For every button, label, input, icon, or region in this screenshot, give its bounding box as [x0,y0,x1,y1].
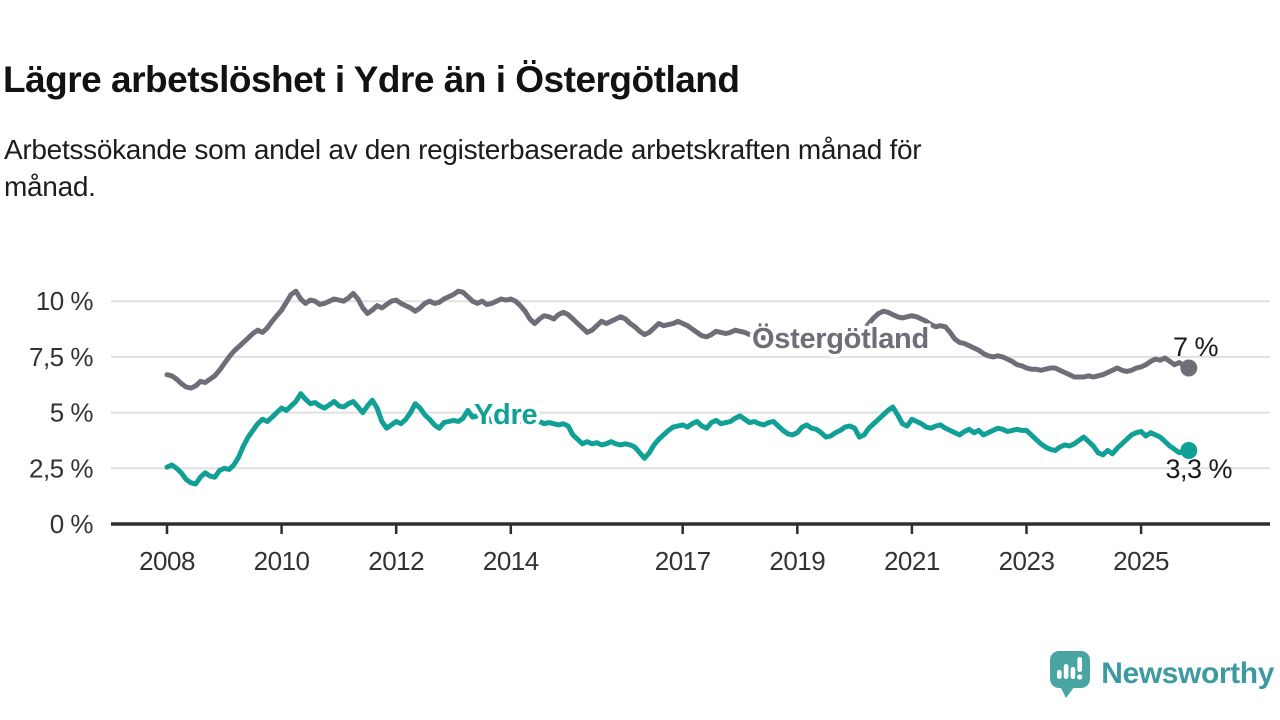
series-end-value-1: 3,3 % [1165,454,1232,484]
x-tick-label: 2014 [483,546,539,576]
series-label-0: Östergötland [752,322,929,355]
subtitle-line-2: månad. [4,171,96,202]
x-tick-label: 2010 [254,546,310,576]
x-tick-label: 2008 [139,546,195,576]
x-tick-label: 2025 [1113,546,1169,576]
y-tick-label: 2,5 % [29,453,93,483]
newsworthy-speech-bubble-bar-chart-icon [1050,651,1091,698]
x-tick-label: 2021 [884,546,940,576]
series-line-0 [164,288,1192,391]
y-tick-label: 5 % [50,398,94,428]
x-tick-label: 2017 [655,546,711,576]
chart-subtitle: Arbetssökande som andel av den registerb… [4,131,1204,205]
newsworthy-logo: Newsworthy [1048,649,1274,699]
y-tick-label: 10 % [36,286,94,316]
subtitle-line-1: Arbetssökande som andel av den registerb… [4,134,922,165]
newsworthy-wordmark: Newsworthy [1101,657,1274,690]
page-title: Lägre arbetslöshet i Ydre än i Östergötl… [3,58,740,100]
y-tick-label: 0 % [50,509,94,539]
series-line-1 [164,391,1192,487]
x-tick-label: 2023 [999,546,1055,576]
series-end-value-0: 7 % [1173,332,1219,362]
x-tick-label: 2012 [368,546,424,576]
series-end-dot-1 [1180,442,1198,459]
series-end-dot-0 [1180,359,1198,377]
y-tick-label: 7,5 % [29,342,93,372]
x-tick-label: 2019 [769,546,825,576]
series-label-1: Ydre [474,399,537,431]
